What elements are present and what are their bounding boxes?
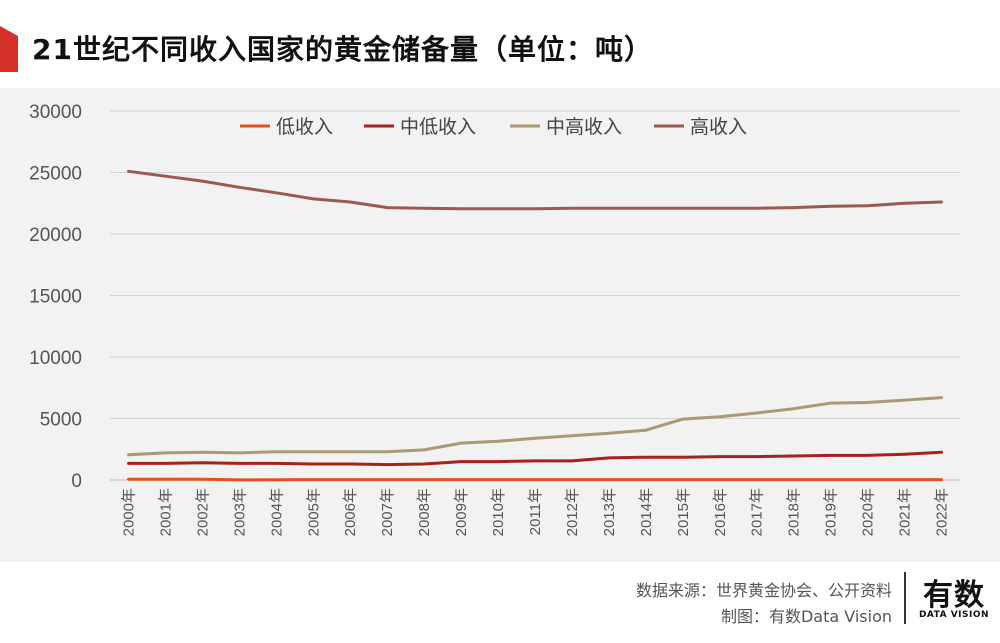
brand-subtitle: DATA VISION	[918, 610, 990, 620]
x-tick-label: 2022年	[934, 488, 951, 536]
maker-text: 制图：有数Data Vision	[720, 607, 892, 626]
y-tick-label: 5000	[40, 410, 82, 431]
x-tick-label: 2020年	[860, 488, 877, 536]
y-tick-label: 20000	[29, 225, 82, 246]
y-tick-label: 10000	[29, 348, 82, 369]
brand-logo: 有数 DATA VISION	[914, 570, 994, 628]
plot-area	[0, 88, 1000, 562]
x-tick-label: 2009年	[453, 488, 470, 536]
x-tick-label: 2010年	[490, 488, 507, 536]
x-tick-label: 2011年	[527, 488, 544, 535]
x-tick-label: 2018年	[786, 488, 803, 536]
x-tick-label: 2021年	[897, 488, 914, 536]
x-tick-label: 2002年	[194, 488, 211, 536]
x-tick-label: 2000年	[120, 488, 137, 536]
y-tick-label: 25000	[29, 164, 82, 185]
footer	[0, 562, 1000, 643]
x-tick-label: 2006年	[342, 488, 359, 536]
legend-label: 中低收入	[400, 116, 476, 138]
x-tick-label: 2008年	[416, 488, 433, 536]
legend-label: 中高收入	[546, 116, 622, 138]
x-tick-label: 2019年	[823, 488, 840, 536]
y-tick-label: 0	[71, 471, 82, 492]
legend-item: 中高收入	[510, 116, 622, 138]
y-tick-label: 30000	[29, 102, 82, 123]
y-tick-label: 15000	[29, 287, 82, 308]
series-line-2	[127, 450, 943, 467]
x-tick-label: 2005年	[305, 488, 322, 536]
source-text: 数据来源：世界黄金协会、公开资料	[635, 581, 892, 600]
x-tick-label: 2012年	[564, 488, 581, 536]
x-tick-label: 2001年	[157, 488, 174, 536]
x-tick-label: 2014年	[638, 488, 655, 536]
x-tick-label: 2015年	[675, 488, 692, 536]
x-tick-label: 2017年	[749, 488, 766, 536]
series-line-4	[127, 169, 943, 211]
brand-name: 有数	[923, 578, 985, 613]
series-line-3	[127, 396, 943, 457]
accent-marker	[0, 26, 18, 72]
legend-label: 高收入	[690, 116, 747, 138]
x-tick-label: 2004年	[268, 488, 285, 536]
chart-title: 21世纪不同收入国家的黄金储备量（单位：吨）	[32, 33, 653, 66]
x-tick-label: 2016年	[712, 488, 729, 536]
x-tick-label: 2007年	[379, 488, 396, 536]
series-line-1	[127, 477, 943, 482]
source-notes: 数据来源：世界黄金协会、公开资料 制图：有数Data Vision	[636, 578, 892, 630]
legend-item: 低收入	[240, 116, 333, 138]
legend-label: 低收入	[276, 116, 333, 138]
legend-item: 高收入	[654, 116, 747, 138]
brand-divider	[904, 572, 906, 624]
chart-header: 21世纪不同收入国家的黄金储备量（单位：吨）	[0, 0, 1000, 88]
legend-item: 中低收入	[364, 116, 476, 138]
x-tick-label: 2013年	[601, 488, 618, 536]
x-tick-label: 2003年	[231, 488, 248, 536]
